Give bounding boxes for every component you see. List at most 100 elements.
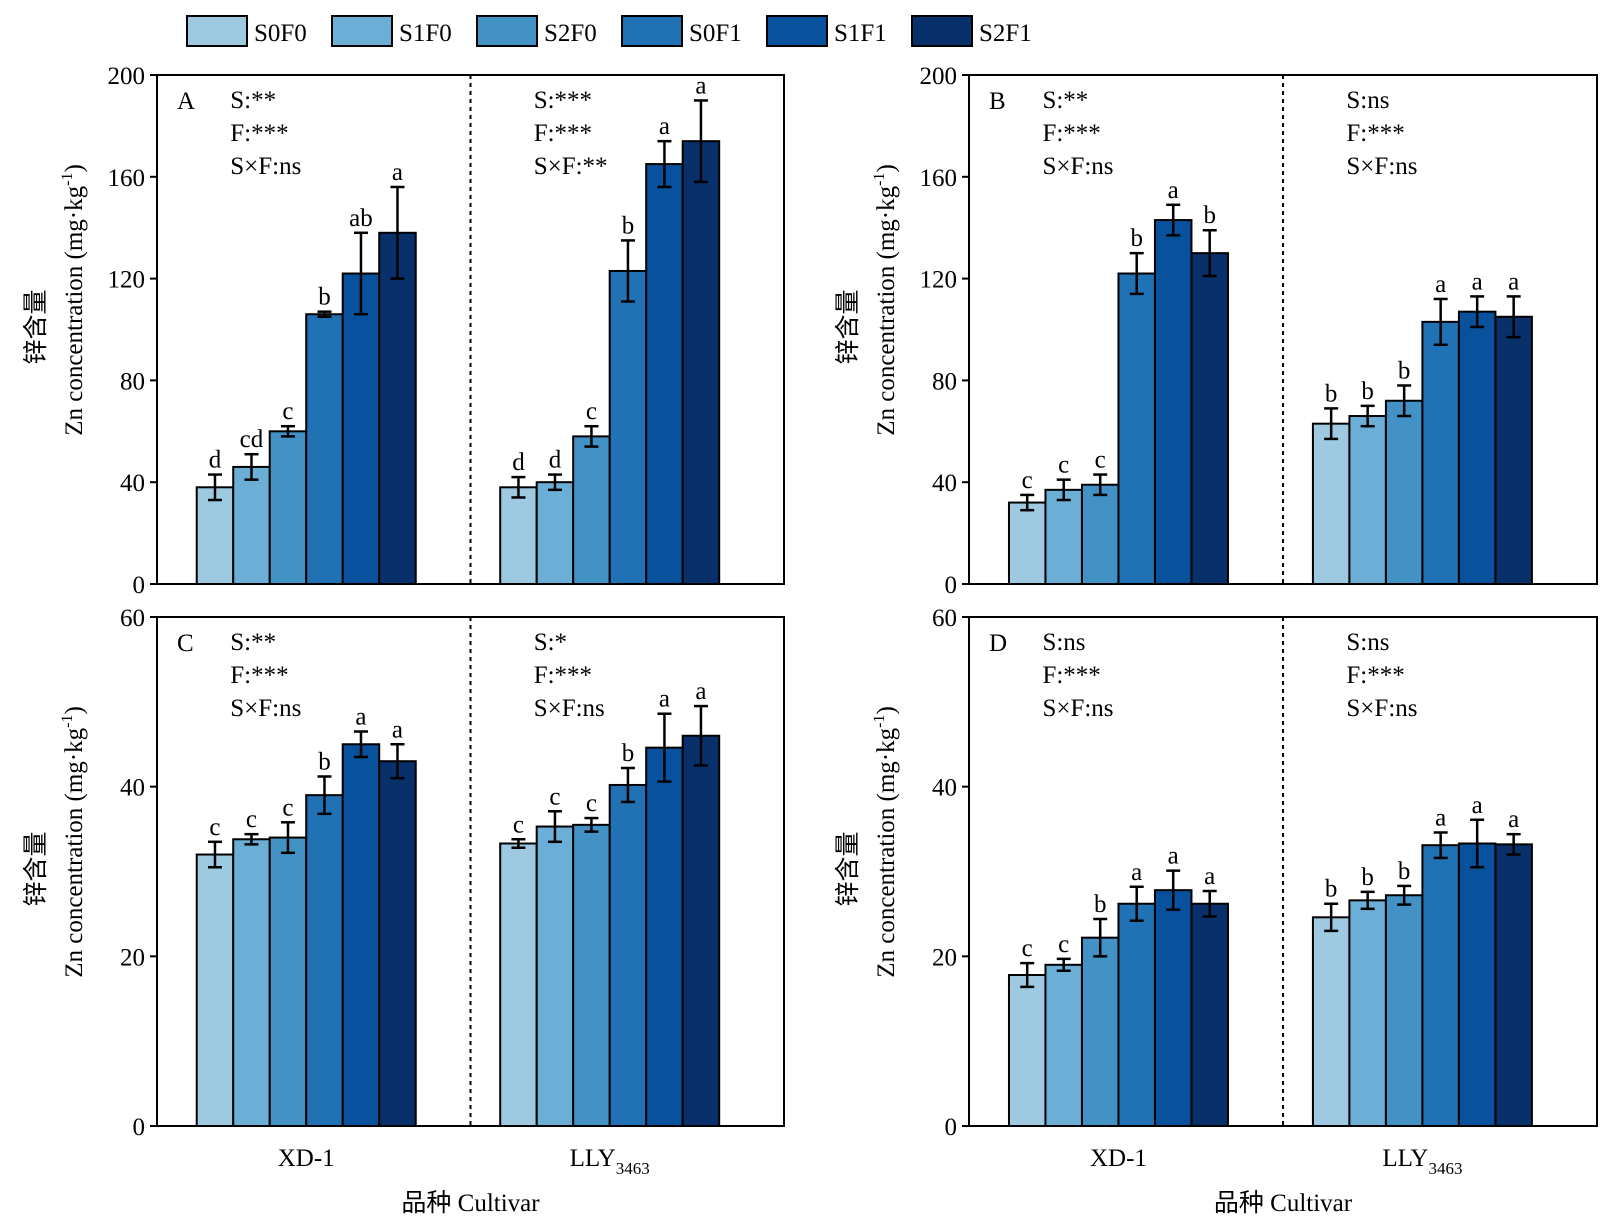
y-axis-label-sup: -1 — [59, 173, 76, 186]
significance-letter: c — [549, 783, 560, 810]
y-axis-label-cn: 锌含量 — [834, 831, 862, 906]
y-axis-label-close: ) — [873, 706, 900, 714]
significance-letter: b — [1361, 864, 1374, 891]
bar — [1007, 973, 1047, 1127]
significance-letter: c — [1058, 931, 1069, 958]
significance-letter: a — [659, 686, 670, 713]
legend-label: S2F1 — [979, 20, 1032, 47]
significance-letter: a — [695, 678, 706, 705]
x-category-label: LLY3463 — [1382, 1145, 1462, 1178]
bar — [1080, 483, 1120, 585]
stat-annotation: F:*** — [1346, 120, 1404, 147]
significance-letter: b — [318, 284, 331, 311]
legend: S0F0 S1F0 S2F0 S0F1 S1F1 S2F1 — [186, 15, 1032, 47]
significance-letter: a — [355, 704, 366, 731]
significance-letter: b — [1325, 380, 1338, 407]
bar — [1457, 310, 1497, 585]
x-category-main: LLY — [1382, 1145, 1428, 1172]
y-tick-label: 0 — [133, 1114, 146, 1141]
y-tick-label: 160 — [920, 165, 958, 192]
significance-letter: c — [1058, 452, 1069, 479]
bar — [1421, 320, 1460, 585]
significance-letter: a — [1508, 806, 1519, 833]
significance-letter: d — [512, 449, 525, 476]
legend-swatch — [911, 15, 973, 47]
significance-letter: a — [1472, 268, 1483, 295]
panel-a: 0 40 80 120 160 200 A Zn concentration (mg·kg-1… — [22, 63, 785, 599]
significance-letter: b — [1094, 891, 1107, 918]
stat-annotation: S×F:ns — [1042, 153, 1113, 180]
bar — [1311, 422, 1351, 586]
bar — [232, 465, 271, 585]
significance-letter: ab — [349, 205, 373, 232]
significance-letter: c — [1022, 467, 1033, 494]
legend-label: S1F0 — [399, 20, 452, 47]
y-tick-label: 40 — [120, 470, 145, 497]
legend-label: S0F1 — [689, 20, 742, 47]
bar — [499, 486, 538, 586]
stat-annotation: S:** — [230, 629, 276, 656]
significance-letter: b — [1361, 378, 1374, 405]
legend-label: S2F0 — [544, 20, 597, 47]
stat-annotation: F:*** — [1042, 662, 1100, 689]
bar — [1348, 899, 1387, 1127]
bar — [1384, 894, 1424, 1128]
x-category-main: LLY — [570, 1145, 616, 1172]
bar — [1153, 219, 1193, 585]
bar — [305, 313, 344, 585]
y-tick-label: 160 — [108, 165, 146, 192]
stat-annotation: S×F:ns — [230, 695, 301, 722]
stat-annotation: F:*** — [534, 662, 592, 689]
bar — [1494, 843, 1533, 1127]
bar — [341, 272, 381, 585]
legend-label: S1F1 — [834, 20, 887, 47]
y-tick-label: 20 — [932, 944, 957, 971]
bar — [1190, 252, 1229, 585]
significance-letter: a — [1435, 271, 1446, 298]
x-category-main: XD-1 — [278, 1145, 335, 1172]
significance-letter: b — [622, 212, 635, 239]
bar — [1457, 842, 1497, 1127]
stat-annotation: S×F:ns — [534, 695, 605, 722]
stat-annotation: S×F:ns — [1042, 695, 1113, 722]
legend-item: S0F1 — [621, 15, 742, 47]
stat-annotation: S×F:ns — [1346, 153, 1417, 180]
significance-letter: a — [1168, 177, 1179, 204]
bar — [1421, 844, 1460, 1127]
significance-letter: b — [1398, 858, 1411, 885]
bar — [645, 746, 684, 1127]
bar — [1080, 936, 1120, 1127]
significance-letter: c — [282, 398, 293, 425]
stat-annotation: S×F:ns — [230, 153, 301, 180]
x-category-sub: 3463 — [616, 1159, 650, 1178]
significance-letter: b — [1325, 876, 1338, 903]
legend-swatch — [621, 15, 683, 47]
bar — [572, 435, 611, 586]
y-axis-label-close: ) — [61, 706, 88, 714]
bar — [1153, 889, 1193, 1127]
y-axis-label: Zn concentration (mg·kg-1) — [871, 164, 900, 436]
y-axis-label-cn: 锌含量 — [22, 831, 50, 906]
stat-annotation: S:ns — [1042, 629, 1085, 656]
bar — [378, 760, 417, 1127]
significance-letter: a — [1204, 863, 1215, 890]
panel-label: A — [177, 88, 195, 115]
bar — [268, 430, 308, 585]
bar — [1044, 963, 1083, 1127]
y-axis-label: Zn concentration (mg·kg-1) — [59, 164, 88, 436]
y-tick-label: 40 — [120, 775, 145, 802]
bar — [681, 140, 721, 585]
stat-annotation: S:ns — [1346, 629, 1389, 656]
bar — [378, 231, 417, 585]
y-tick-label: 40 — [932, 775, 957, 802]
significance-letter: d — [549, 447, 562, 474]
y-axis-label-text: Zn concentration (mg·kg — [873, 727, 900, 977]
stat-annotation: S×F:ns — [1346, 695, 1417, 722]
x-category-sub: 3463 — [1428, 1159, 1462, 1178]
bar — [681, 734, 721, 1127]
significance-letter: a — [392, 159, 403, 186]
legend-swatch — [331, 15, 393, 47]
